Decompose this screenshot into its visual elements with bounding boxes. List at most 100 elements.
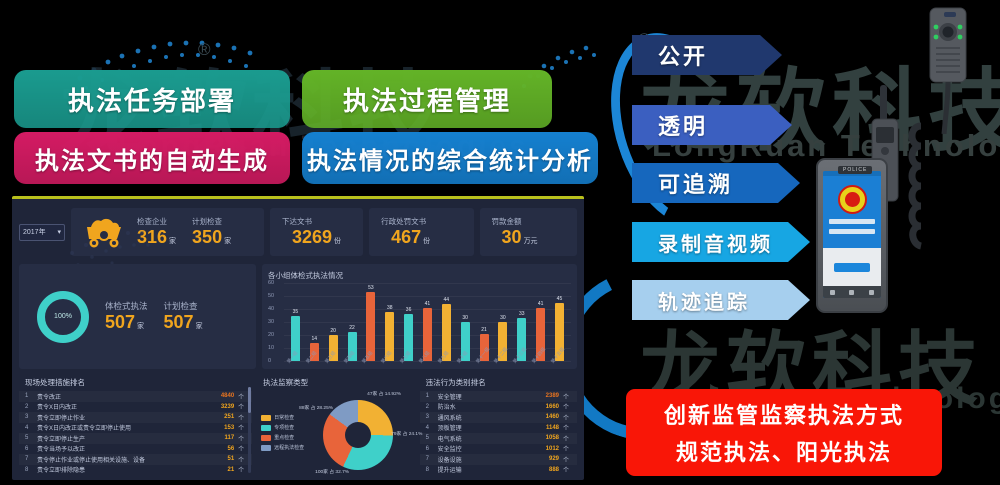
kpi-group-inspection: 检查企业 316 家 计划检查 350 家: [137, 216, 231, 248]
bar-item[interactable]: 33: [512, 283, 531, 361]
table-row[interactable]: 4 责令X日内改正或责令立即停止使用 153 个: [19, 423, 252, 434]
bar-value-label: 33: [518, 311, 525, 318]
chip-public[interactable]: 公开: [632, 35, 782, 75]
bar[interactable]: [347, 332, 357, 361]
row-name: 安全管理: [437, 394, 462, 401]
pie-legend: 日常检查专项检查重点检查远程执法检查: [261, 414, 304, 451]
row-value: 929: [549, 456, 560, 463]
kpi-planned-inspections: 计划检查 350 家: [192, 216, 231, 248]
row-value: 888: [549, 466, 560, 473]
pie-chart-panel: 执法监察类型 日常检查 专项检查 重点检查 远程执法检查 47家 占 14.92% 7…: [257, 375, 422, 476]
kpi-unit: 家: [195, 323, 203, 330]
bar-item[interactable]: 36: [399, 283, 418, 361]
bar[interactable]: [441, 303, 451, 361]
bar[interactable]: [460, 322, 470, 361]
rank-list[interactable]: 1 责令改正 4840 个 2 责令X日内改正 3239 个 3 责令立即停止作业 251 个 4 责令X…: [19, 391, 252, 475]
row-index: 5: [25, 435, 29, 442]
rank-title: 违法行为类别排名: [425, 378, 486, 387]
chip-traceable[interactable]: 可追溯: [632, 163, 800, 203]
pie-legend-item[interactable]: 重点检查: [261, 434, 304, 441]
scrollbar-thumb[interactable]: [248, 387, 252, 413]
kpi-inspected-companies: 检查企业 316 家: [137, 216, 176, 248]
row-name: 防治水: [437, 405, 456, 412]
bar[interactable]: [498, 322, 508, 361]
table-row[interactable]: 7 设备设施 929 个: [420, 454, 577, 465]
bar-chart-series: 35 14 20 22 53 38 36 41 44 30 21 30 33 41 45: [286, 283, 569, 361]
bar[interactable]: [554, 302, 564, 361]
bar-item[interactable]: 22: [343, 283, 362, 361]
bar[interactable]: [309, 342, 319, 361]
scrollbar-track[interactable]: [248, 387, 252, 473]
bar[interactable]: [517, 318, 527, 361]
table-row[interactable]: 1 安全管理 2389 个: [420, 391, 577, 402]
bar[interactable]: [366, 292, 376, 361]
bar[interactable]: [328, 335, 338, 361]
bar-item[interactable]: 38: [380, 283, 399, 361]
feature-pill-document[interactable]: 执法文书的自动生成: [14, 132, 290, 184]
bar-item[interactable]: 20: [324, 283, 343, 361]
bar[interactable]: [479, 333, 489, 361]
feature-pill-statistics[interactable]: 执法情况的综合统计分析: [302, 132, 598, 184]
pie-legend-item[interactable]: 远程执法检查: [261, 444, 304, 451]
bar-item[interactable]: 53: [361, 283, 380, 361]
bar-item[interactable]: 14: [305, 283, 324, 361]
table-row[interactable]: 8 提升运输 888 个: [420, 465, 577, 476]
table-row[interactable]: 6 安全监控 1012 个: [420, 444, 577, 455]
bar-value-label: 38: [386, 304, 393, 311]
bar-item[interactable]: 30: [456, 283, 475, 361]
bar[interactable]: [404, 314, 414, 361]
bar-item[interactable]: 44: [437, 283, 456, 361]
table-row[interactable]: 5 电气系统 1058 个: [420, 433, 577, 444]
row-name: 通风系统: [437, 415, 462, 422]
kpi-unit: 份: [423, 238, 431, 245]
bar[interactable]: [422, 307, 432, 361]
phone-nav-back-icon[interactable]: [868, 289, 874, 295]
year-filter-select[interactable]: 2017年 ▾: [19, 223, 65, 241]
phone-nav-bar: [823, 286, 881, 298]
legend-swatch: [261, 424, 272, 431]
table-row[interactable]: 8 责令立即排除隐患 21 个: [19, 465, 252, 476]
rank-list[interactable]: 1 安全管理 2389 个 2 防治水 1660 个 3 通风系统 1460 个 4 顶板管理 1148 个 5…: [420, 391, 577, 475]
bar[interactable]: [536, 307, 546, 361]
feature-pill-process[interactable]: 执法过程管理: [302, 70, 552, 128]
table-row[interactable]: 3 责令立即停止作业 251 个: [19, 412, 252, 423]
bar[interactable]: [290, 315, 300, 361]
table-row[interactable]: 2 责令X日内改正 3239 个: [19, 402, 252, 413]
bar-item[interactable]: 41: [418, 283, 437, 361]
bar-item[interactable]: 35: [286, 283, 305, 361]
row-value: 51: [227, 456, 235, 463]
phone-password-field[interactable]: [829, 229, 875, 234]
chip-track-route[interactable]: 轨迹追踪: [632, 280, 810, 320]
table-row[interactable]: 1 责令改正 4840 个: [19, 391, 252, 402]
bar[interactable]: [385, 311, 395, 361]
row-index: 3: [25, 414, 29, 421]
legend-label: 专项检查: [274, 425, 295, 431]
table-row[interactable]: 7 责令停止作业或停止使用相关设施、设备 51 个: [19, 454, 252, 465]
row-value: 1148: [545, 424, 560, 431]
phone-nav-home-icon[interactable]: [849, 289, 855, 295]
chip-record-av[interactable]: 录制音视频: [632, 222, 810, 262]
phone-login-button[interactable]: [834, 262, 870, 272]
row-index: 7: [425, 456, 429, 463]
phone-username-field[interactable]: [829, 219, 875, 224]
pie-legend-item[interactable]: 专项检查: [261, 424, 304, 431]
row-name: 提升运输: [437, 468, 462, 475]
chip-transparent[interactable]: 透明: [632, 105, 792, 145]
bar-item[interactable]: 21: [475, 283, 494, 361]
table-row[interactable]: 3 通风系统 1460 个: [420, 412, 577, 423]
kpi-card-inspection: 检查企业 316 家 计划检查 350 家: [71, 208, 264, 256]
bar-item[interactable]: 41: [531, 283, 550, 361]
table-row[interactable]: 2 防治水 1660 个: [420, 402, 577, 413]
row-index: 8: [425, 466, 429, 473]
feature-pill-deploy[interactable]: 执法任务部署: [14, 70, 290, 128]
bar-item[interactable]: 30: [493, 283, 512, 361]
y-axis-tick: 20: [268, 332, 275, 338]
row-unit: 个: [238, 405, 245, 412]
bar-item[interactable]: 45: [550, 283, 569, 361]
table-row[interactable]: 5 责令立即停止生产 117 个: [19, 433, 252, 444]
pie-legend-item[interactable]: 日常检查: [261, 414, 304, 421]
table-row[interactable]: 6 责令当场予以改正 56 个: [19, 444, 252, 455]
phone-nav-menu-icon[interactable]: [830, 289, 836, 295]
table-row[interactable]: 4 顶板管理 1148 个: [420, 423, 577, 434]
phone-login-footer: [823, 248, 881, 286]
